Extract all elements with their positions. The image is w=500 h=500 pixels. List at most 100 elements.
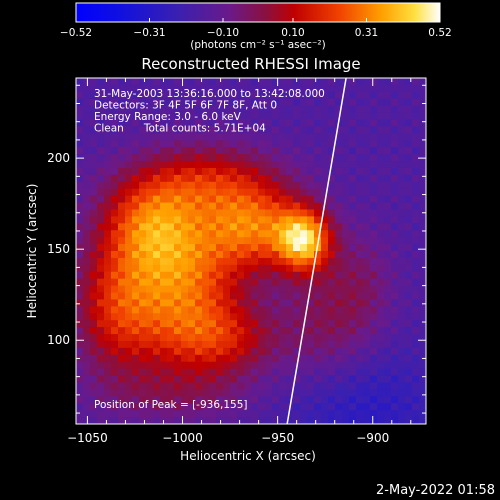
- heatmap-cell: [111, 237, 119, 245]
- heatmap-cell: [307, 98, 315, 107]
- heatmap-cell: [76, 417, 84, 424]
- heatmap-cell: [265, 417, 273, 424]
- heatmap-cell: [398, 361, 406, 370]
- heatmap-cell: [321, 410, 329, 418]
- heatmap-cell: [97, 340, 105, 349]
- heatmap-cell: [342, 354, 350, 363]
- heatmap-cell: [230, 230, 238, 238]
- heatmap-cell: [167, 278, 175, 287]
- heatmap-cell: [76, 84, 84, 93]
- heatmap-cell: [195, 271, 203, 280]
- heatmap-cell: [370, 119, 378, 128]
- heatmap-cell: [286, 271, 294, 280]
- heatmap-cell: [174, 195, 182, 204]
- heatmap-cell: [258, 389, 266, 397]
- heatmap-cell: [195, 167, 203, 176]
- heatmap-cell: [188, 264, 196, 273]
- heatmap-cell: [398, 105, 406, 114]
- heatmap-cell: [118, 202, 126, 211]
- heatmap-cell: [76, 251, 84, 259]
- heatmap-cell: [230, 216, 238, 224]
- heatmap-cell: [125, 223, 133, 231]
- heatmap-cell: [356, 299, 364, 307]
- heatmap-cell: [202, 306, 210, 314]
- heatmap-cell: [167, 368, 175, 377]
- heatmap-cell: [321, 154, 329, 162]
- heatmap-cell: [335, 112, 343, 121]
- heatmap-cell: [90, 209, 98, 217]
- heatmap-cell: [377, 223, 385, 231]
- heatmap-cell: [349, 264, 357, 273]
- heatmap-cell: [328, 264, 336, 273]
- heatmap-cell: [125, 98, 133, 107]
- heatmap-cell: [125, 202, 133, 211]
- heatmap-cell: [300, 133, 308, 141]
- heatmap-cell: [391, 410, 399, 418]
- heatmap-cell: [391, 403, 399, 411]
- heatmap-cell: [216, 216, 224, 224]
- heatmap-cell: [272, 278, 280, 287]
- heatmap-cell: [398, 174, 406, 183]
- heatmap-cell: [146, 154, 154, 162]
- heatmap-cell: [111, 264, 119, 273]
- heatmap-cell: [111, 354, 119, 363]
- heatmap-cell: [97, 161, 105, 169]
- heatmap-cell: [97, 195, 105, 204]
- heatmap-cell: [272, 354, 280, 363]
- heatmap-cell: [174, 98, 182, 107]
- heatmap-cell: [139, 161, 147, 169]
- heatmap-cell: [377, 105, 385, 114]
- heatmap-cell: [174, 230, 182, 238]
- heatmap-cell: [118, 84, 126, 93]
- heatmap-cell: [370, 368, 378, 377]
- heatmap-cell: [335, 327, 343, 335]
- heatmap-cell: [125, 354, 133, 363]
- heatmap-cell: [356, 167, 364, 176]
- heatmap-cell: [139, 188, 147, 197]
- heatmap-cell: [104, 368, 112, 377]
- heatmap-cell: [146, 299, 154, 307]
- heatmap-cell: [153, 278, 161, 287]
- heatmap-cell: [174, 417, 182, 424]
- heatmap-cell: [314, 347, 322, 356]
- heatmap-cell: [118, 278, 126, 287]
- heatmap-cell: [321, 230, 329, 238]
- heatmap-cell: [328, 292, 336, 301]
- heatmap-cell: [335, 299, 343, 307]
- heatmap-cell: [125, 389, 133, 397]
- heatmap-cell: [258, 340, 266, 349]
- heatmap-cell: [97, 417, 105, 424]
- heatmap-cell: [419, 223, 426, 231]
- heatmap-cell: [160, 403, 168, 411]
- heatmap-cell: [391, 209, 399, 217]
- heatmap-cell: [356, 334, 364, 342]
- heatmap-cell: [349, 389, 357, 397]
- heatmap-cell: [370, 140, 378, 148]
- heatmap-cell: [272, 361, 280, 370]
- heatmap-cell: [405, 133, 413, 141]
- heatmap-cell: [328, 105, 336, 114]
- heatmap-cell: [307, 327, 315, 335]
- heatmap-cell: [321, 306, 329, 314]
- heatmap-cell: [279, 216, 287, 224]
- heatmap-cell: [202, 361, 210, 370]
- heatmap-cell: [223, 167, 231, 176]
- heatmap-cell: [146, 396, 154, 404]
- heatmap-cell: [419, 368, 426, 377]
- heatmap-cell: [265, 209, 273, 217]
- heatmap-cell: [370, 285, 378, 294]
- heatmap-cell: [97, 389, 105, 397]
- heatmap-cell: [307, 368, 315, 377]
- heatmap-cell: [251, 105, 259, 114]
- heatmap-cell: [188, 119, 196, 128]
- heatmap-cell: [300, 354, 308, 363]
- heatmap-cell: [146, 389, 154, 397]
- heatmap-cell: [216, 278, 224, 287]
- heatmap-cell: [167, 216, 175, 224]
- heatmap-cell: [230, 257, 238, 266]
- heatmap-cell: [265, 223, 273, 231]
- heatmap-cell: [167, 417, 175, 424]
- heatmap-cell: [272, 389, 280, 397]
- heatmap-cell: [412, 403, 420, 411]
- heatmap-cell: [202, 202, 210, 211]
